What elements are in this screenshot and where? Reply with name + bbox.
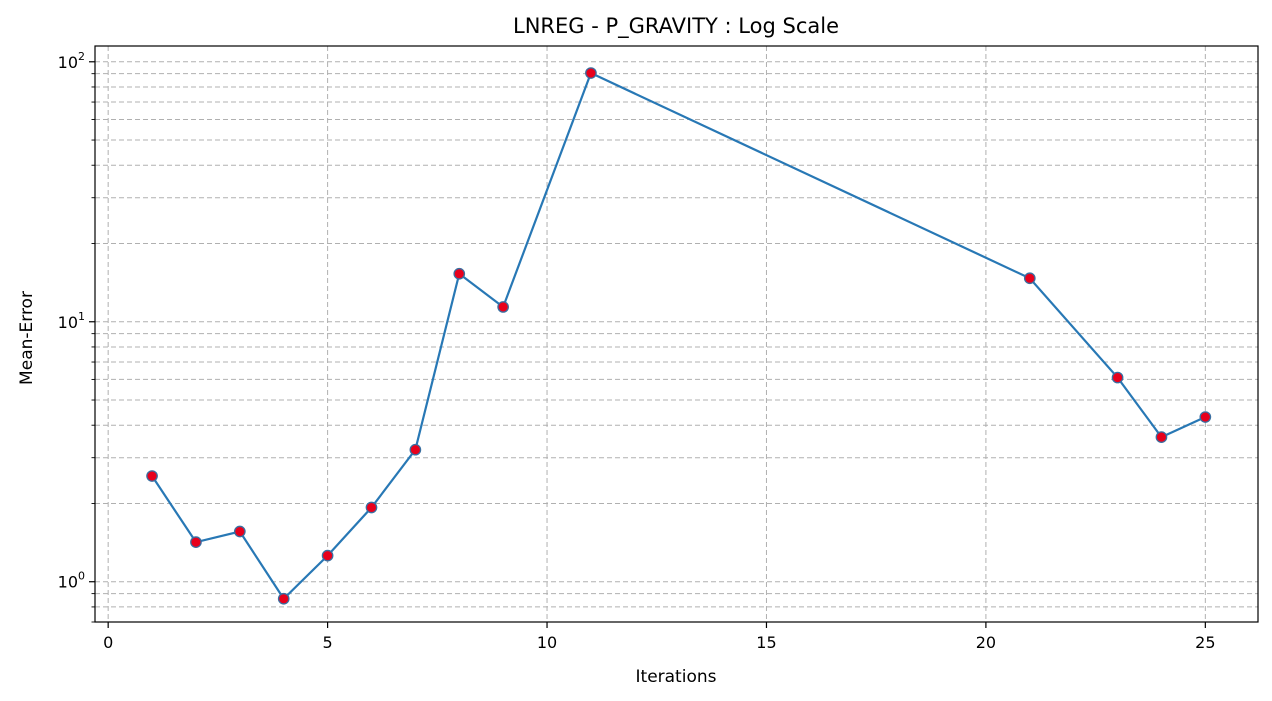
y-axis-label: Mean-Error (17, 291, 37, 385)
x-tick-label: 10 (537, 633, 557, 652)
series-group (146, 67, 1212, 605)
grid (95, 46, 1258, 623)
data-point (585, 67, 597, 79)
x-tick-label: 5 (323, 633, 333, 652)
plot-frame (94, 45, 1259, 623)
data-point (497, 301, 509, 313)
series-line (151, 71, 1206, 601)
data-point (1023, 272, 1036, 285)
data-point (1199, 411, 1212, 423)
x-tick-label: 20 (976, 633, 996, 652)
data-point (146, 470, 158, 482)
data-point (453, 267, 466, 280)
data-point (365, 501, 378, 514)
x-tick-label: 25 (1195, 633, 1215, 652)
data-point (233, 525, 246, 538)
x-tick-label: 0 (103, 633, 113, 652)
y-tick-label: 100 (58, 570, 85, 592)
data-point (1155, 431, 1168, 443)
x-tick-label: 15 (756, 633, 776, 652)
chart-title: LNREG - P_GRAVITY : Log Scale (513, 14, 839, 39)
data-point (1111, 371, 1124, 384)
data-point (190, 536, 202, 548)
y-tick-label: 101 (58, 310, 85, 332)
data-point (277, 592, 290, 605)
y-tick-label: 102 (58, 50, 85, 72)
data-point (321, 549, 334, 562)
x-axis-label: Iterations (636, 667, 717, 687)
data-point (409, 443, 422, 456)
axis-ticks: 0 5 10 15 20 25 100 101 102 (58, 50, 1216, 652)
